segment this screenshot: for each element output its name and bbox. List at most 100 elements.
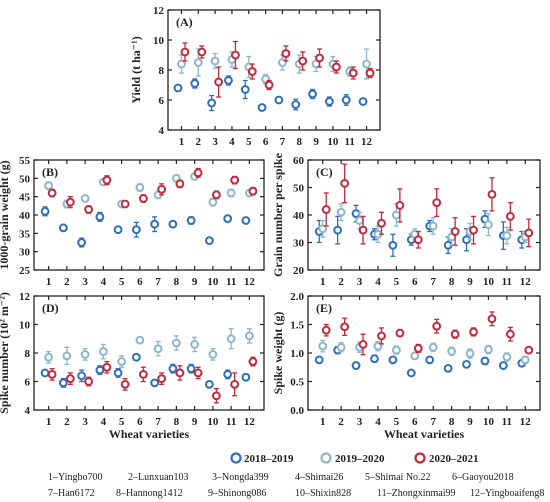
data-point — [223, 214, 233, 224]
y-axis-label: 1000-grain weight (g) — [0, 160, 11, 269]
x-tick-label: 8 — [174, 276, 180, 288]
data-point — [65, 197, 75, 207]
data-point — [341, 95, 351, 105]
x-tick-label: 4 — [101, 416, 107, 428]
data-point — [204, 236, 214, 246]
data-point — [168, 219, 178, 229]
data-point — [425, 355, 435, 365]
x-tick-label: 7 — [430, 276, 436, 288]
data-point — [377, 218, 386, 228]
legend-label-2018: 2018–2019 — [244, 453, 294, 465]
data-point — [120, 379, 130, 389]
data-point — [340, 322, 350, 332]
data-point — [524, 345, 534, 355]
data-point — [168, 364, 178, 374]
data-point — [395, 200, 405, 210]
y-tick-label: 6 — [25, 377, 31, 389]
data-point — [171, 338, 181, 348]
data-point — [274, 95, 284, 105]
panel-label: (C) — [316, 165, 333, 179]
data-point — [391, 345, 401, 355]
x-tick-label: 6 — [137, 276, 143, 288]
x-tick-label: 1 — [179, 136, 185, 148]
data-point — [331, 62, 341, 72]
x-tick-label: 10 — [483, 416, 495, 428]
x-tick-label: 4 — [101, 276, 107, 288]
data-point — [278, 58, 287, 67]
y-tick-label: 25 — [19, 265, 31, 277]
y-tick-label: 8 — [159, 65, 165, 77]
data-point — [204, 379, 214, 389]
data-point — [135, 183, 145, 192]
x-tick-label: 11 — [226, 276, 236, 288]
y-tick-label: 35 — [19, 228, 31, 240]
data-point — [231, 50, 240, 60]
y-axis-label: Grain number per spike — [271, 152, 285, 277]
data-point — [102, 175, 112, 185]
data-point — [175, 368, 185, 378]
x-tick-label: 11 — [502, 276, 512, 288]
data-point — [432, 321, 442, 331]
legend-label-2019: 2019–2020 — [335, 453, 385, 465]
data-point — [77, 238, 87, 247]
x-tick-label: 9 — [192, 416, 198, 428]
y-tick-label: 30 — [19, 247, 31, 259]
data-point — [298, 56, 308, 66]
x-tick-label: 7 — [155, 416, 161, 428]
variety-key-3: 3–Nongda399 — [212, 472, 269, 483]
data-point — [153, 344, 163, 354]
data-point — [173, 83, 183, 93]
x-tick-label: 7 — [155, 276, 161, 288]
data-point — [241, 216, 251, 225]
legend-label-2020: 2020–2021 — [429, 453, 479, 465]
x-tick-label: 2 — [64, 416, 70, 428]
y-tick-label: 4 — [25, 405, 31, 417]
y-tick-label: 20 — [293, 265, 305, 277]
x-tick-label: 3 — [357, 416, 363, 428]
data-point — [62, 351, 72, 361]
data-point — [157, 184, 167, 194]
x-tick-label: 12 — [361, 136, 373, 148]
x-tick-label: 5 — [394, 276, 400, 288]
variety-key-2: 2–Lunxuan103 — [128, 472, 189, 483]
x-tick-label: 2 — [338, 276, 344, 288]
x-tick-label: 11 — [345, 136, 355, 148]
x-tick-label: 10 — [483, 276, 495, 288]
data-point — [362, 59, 371, 69]
variety-key-9: 9–Shinong086 — [208, 488, 266, 499]
data-point — [502, 231, 512, 241]
data-point — [484, 345, 493, 354]
x-tick-label: 9 — [467, 416, 473, 428]
x-tick-label: 11 — [502, 416, 512, 428]
y-tick-label: 2.0 — [290, 291, 304, 303]
data-point — [524, 228, 534, 238]
data-point — [197, 47, 207, 57]
data-point — [333, 225, 343, 235]
data-point — [131, 225, 141, 235]
y-tick-label: 8 — [25, 348, 31, 360]
x-tick-label: 6 — [263, 136, 269, 148]
x-tick-label: 2 — [338, 416, 344, 428]
data-point — [177, 59, 186, 69]
x-tick-label: 8 — [449, 276, 455, 288]
data-point — [211, 391, 221, 401]
data-point — [413, 344, 423, 353]
data-point — [358, 225, 368, 235]
data-point — [113, 368, 123, 378]
data-point — [248, 186, 258, 196]
x-tick-label: 5 — [246, 136, 252, 148]
x-tick-label: 12 — [520, 276, 532, 288]
data-point — [428, 342, 438, 352]
x-tick-label: 4 — [375, 276, 381, 288]
data-point — [358, 340, 368, 349]
x-tick-label: 9 — [467, 276, 473, 288]
y-tick-label: 0.0 — [290, 405, 304, 417]
x-tick-label: 5 — [394, 416, 400, 428]
data-point — [314, 355, 324, 365]
data-point — [358, 97, 368, 106]
x-tick-label: 5 — [119, 276, 125, 288]
data-point — [44, 352, 54, 362]
variety-key-6: 6–Gaoyou2018 — [452, 472, 514, 483]
data-point — [65, 374, 75, 384]
